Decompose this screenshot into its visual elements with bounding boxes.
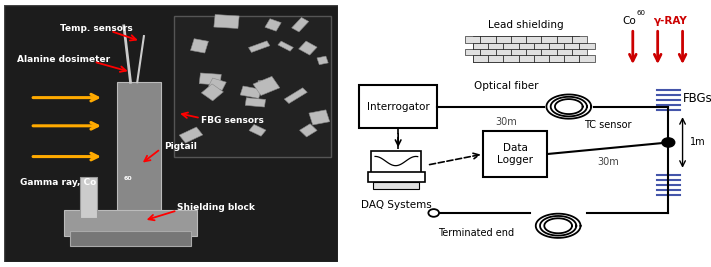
- Bar: [249, 41, 270, 52]
- Text: FBG sensors: FBG sensors: [201, 116, 264, 125]
- Bar: [368, 172, 425, 182]
- Text: Lead shielding: Lead shielding: [488, 20, 564, 30]
- Bar: [473, 55, 488, 62]
- Text: γ-RAY: γ-RAY: [654, 16, 688, 26]
- Bar: [371, 151, 421, 175]
- Text: Co: Co: [622, 16, 636, 26]
- Bar: [557, 49, 572, 55]
- Bar: [174, 15, 331, 156]
- Bar: [245, 98, 266, 107]
- Bar: [64, 210, 198, 236]
- Bar: [473, 42, 488, 49]
- Bar: [265, 19, 282, 31]
- Text: 60: 60: [124, 176, 132, 181]
- Bar: [518, 42, 534, 49]
- Bar: [299, 124, 317, 137]
- Text: Gamma ray, Co: Gamma ray, Co: [20, 178, 97, 187]
- Bar: [278, 41, 294, 51]
- Circle shape: [662, 138, 675, 147]
- Bar: [284, 88, 307, 104]
- Bar: [541, 49, 557, 55]
- Bar: [503, 42, 518, 49]
- Bar: [299, 41, 317, 55]
- Bar: [317, 56, 328, 65]
- Bar: [292, 17, 309, 32]
- Bar: [309, 110, 330, 125]
- Bar: [473, 36, 579, 62]
- Bar: [488, 55, 503, 62]
- Bar: [80, 177, 97, 218]
- Text: Terminated end: Terminated end: [438, 228, 515, 238]
- Bar: [481, 49, 496, 55]
- Text: Alanine dosimeter: Alanine dosimeter: [17, 55, 110, 64]
- Bar: [511, 49, 526, 55]
- Text: Pigtail: Pigtail: [164, 142, 197, 151]
- Circle shape: [428, 209, 439, 217]
- Bar: [526, 36, 541, 42]
- Bar: [572, 36, 587, 42]
- Bar: [511, 36, 526, 42]
- Bar: [465, 49, 481, 55]
- Bar: [373, 182, 419, 189]
- Text: 1m: 1m: [690, 138, 705, 147]
- Bar: [483, 131, 547, 177]
- Bar: [579, 55, 594, 62]
- Text: 60: 60: [636, 10, 646, 16]
- Bar: [496, 36, 511, 42]
- Bar: [534, 42, 549, 49]
- Bar: [258, 81, 267, 87]
- Bar: [249, 124, 266, 136]
- Bar: [117, 82, 161, 215]
- Bar: [534, 55, 549, 62]
- Text: Temp. sensors: Temp. sensors: [60, 24, 133, 33]
- Text: Optical fiber: Optical fiber: [474, 81, 539, 91]
- Bar: [549, 42, 565, 49]
- Text: Data
Logger: Data Logger: [498, 143, 533, 165]
- Bar: [518, 55, 534, 62]
- Bar: [565, 42, 579, 49]
- Text: TC sensor: TC sensor: [584, 120, 631, 130]
- Text: DAQ Systems: DAQ Systems: [361, 200, 432, 210]
- Bar: [496, 49, 511, 55]
- Bar: [488, 42, 503, 49]
- Bar: [253, 76, 280, 96]
- Bar: [503, 55, 518, 62]
- Bar: [179, 127, 203, 143]
- Text: Interrogator: Interrogator: [367, 101, 429, 112]
- Bar: [579, 42, 594, 49]
- Bar: [526, 49, 541, 55]
- Text: FBGs: FBGs: [683, 92, 711, 105]
- Bar: [541, 36, 557, 42]
- Bar: [70, 231, 191, 246]
- Bar: [565, 55, 579, 62]
- Bar: [557, 36, 572, 42]
- Text: 30m: 30m: [496, 117, 518, 127]
- Text: Shielding block: Shielding block: [177, 203, 255, 212]
- Bar: [214, 14, 239, 29]
- Bar: [359, 85, 437, 128]
- Bar: [191, 39, 208, 53]
- Bar: [208, 78, 226, 90]
- Bar: [465, 36, 481, 42]
- Bar: [199, 73, 221, 85]
- Bar: [481, 36, 496, 42]
- Bar: [572, 49, 587, 55]
- Text: 30m: 30m: [597, 156, 619, 167]
- Bar: [549, 55, 565, 62]
- Bar: [240, 86, 262, 98]
- Bar: [201, 84, 223, 101]
